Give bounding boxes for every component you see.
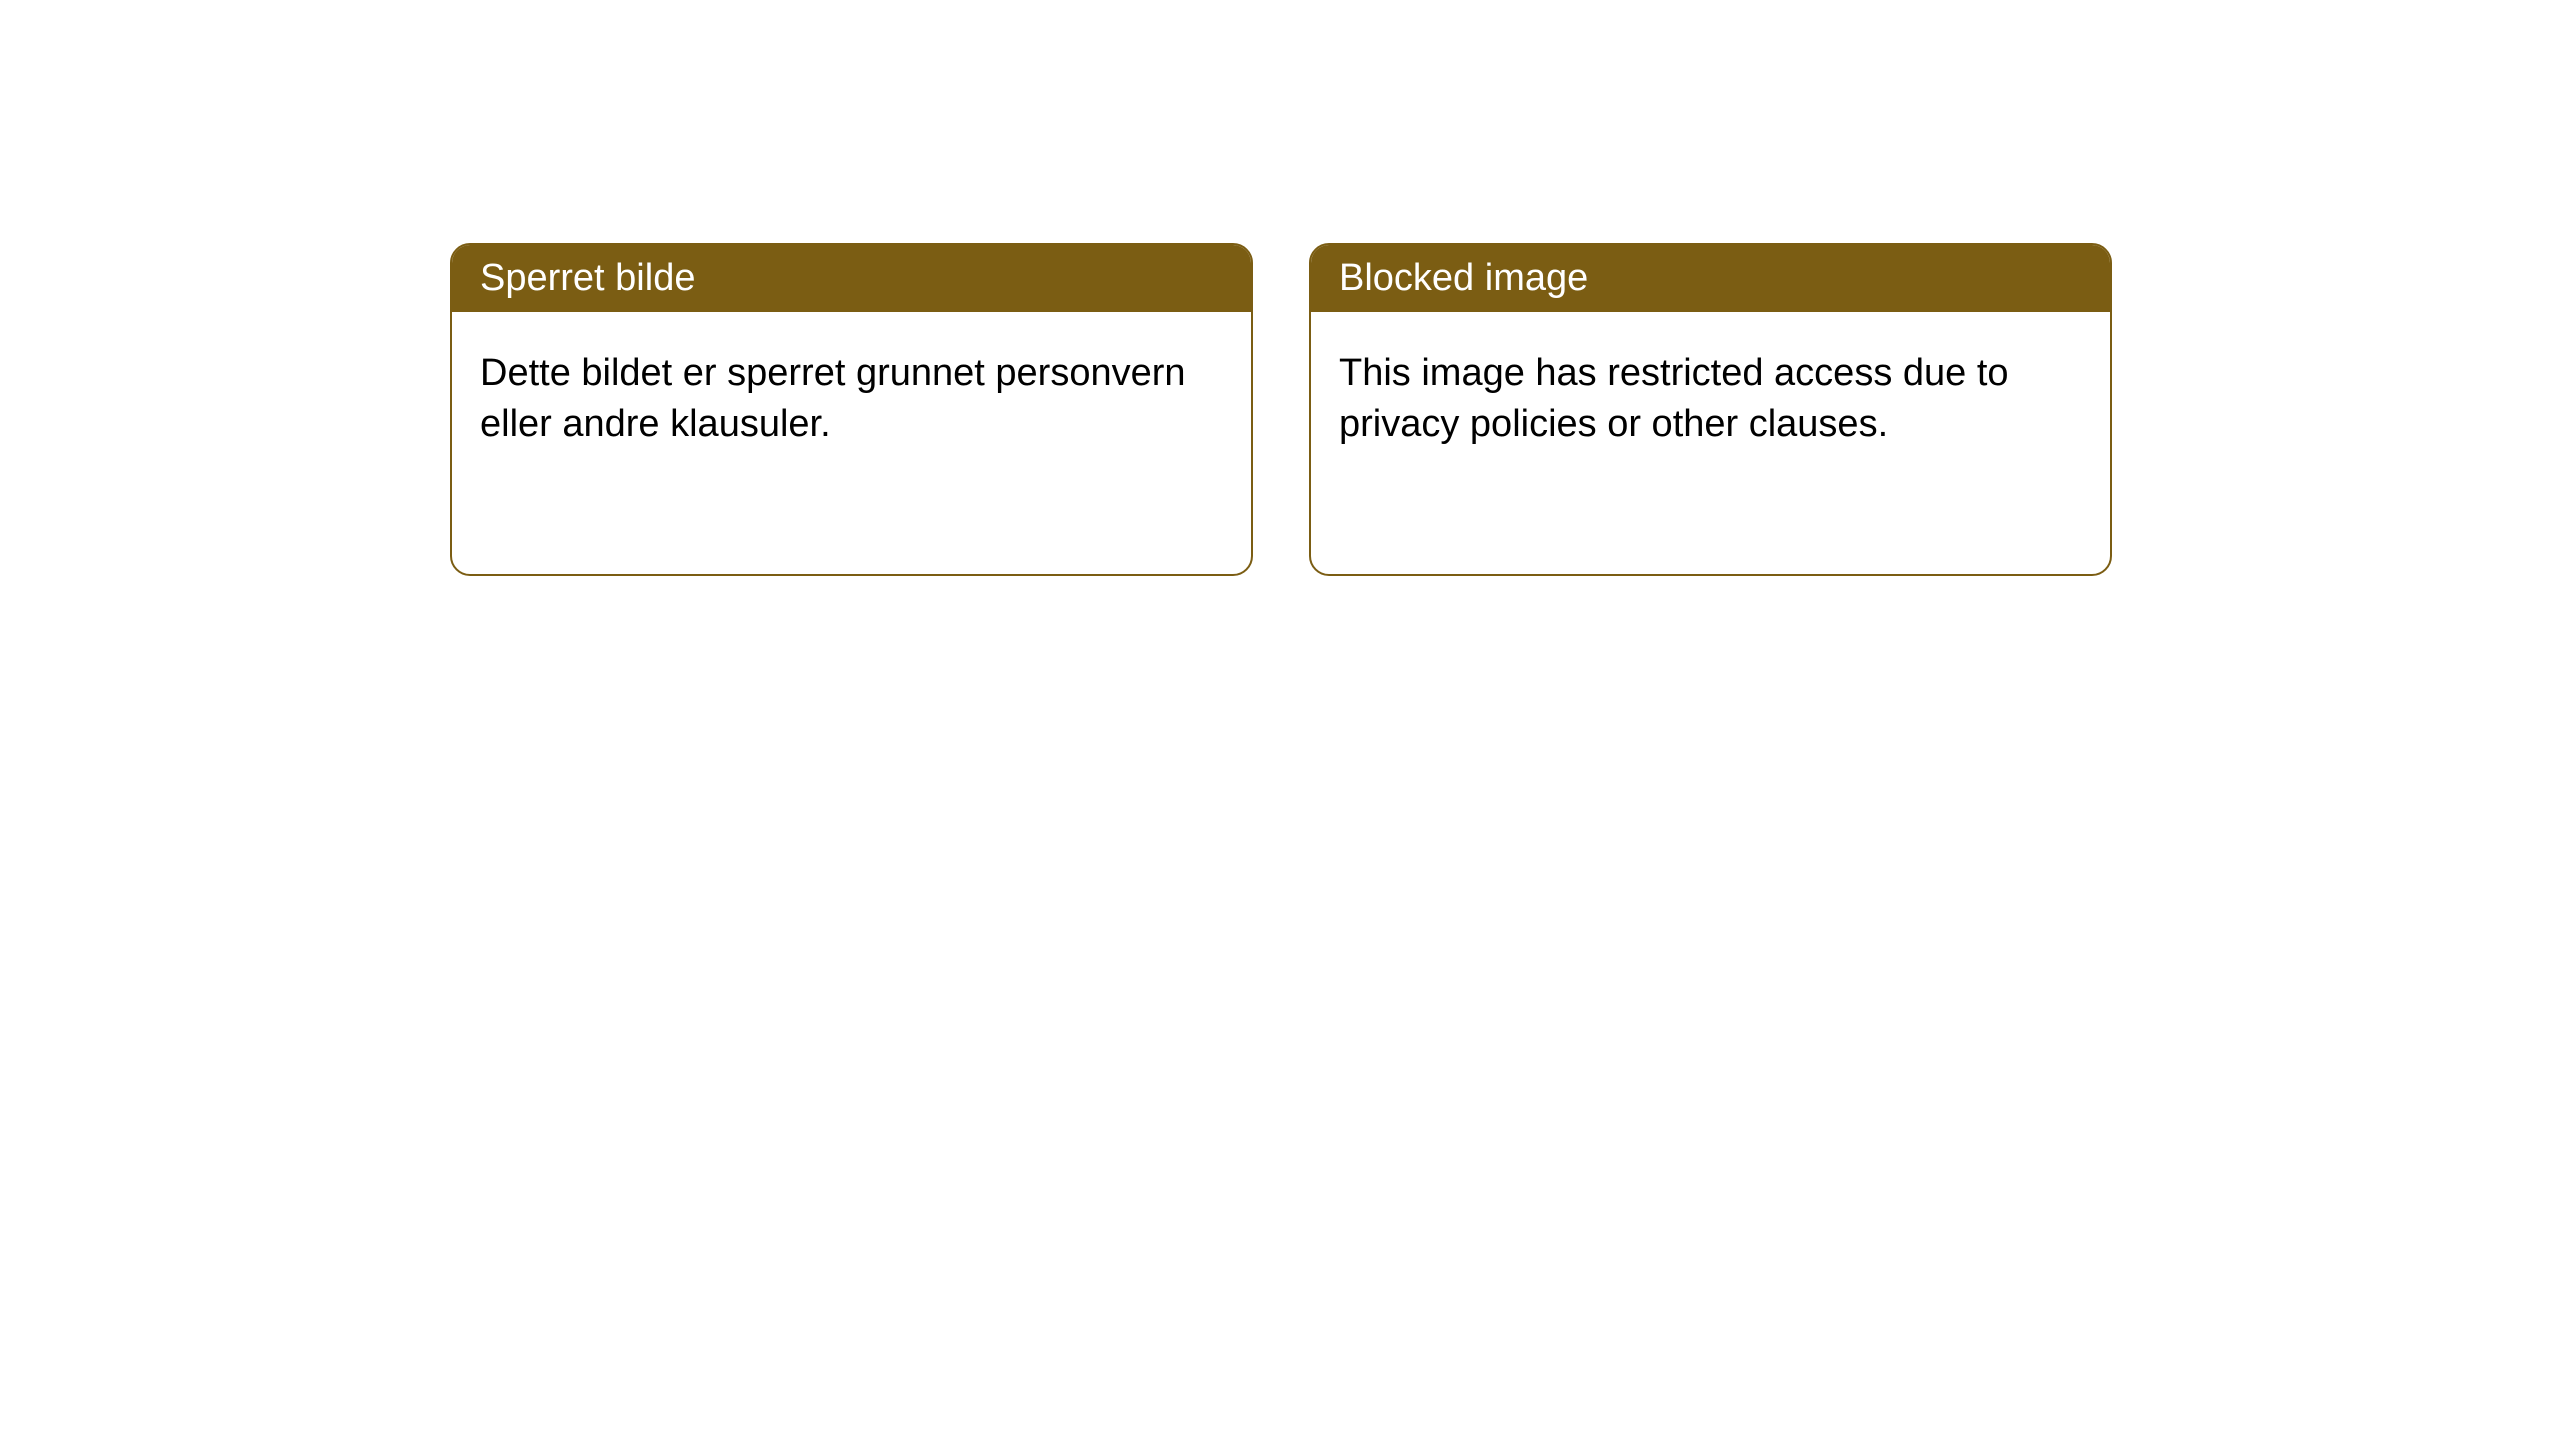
card-header: Sperret bilde [452,245,1251,312]
card-message: Dette bildet er sperret grunnet personve… [480,352,1186,445]
notice-container: Sperret bilde Dette bildet er sperret gr… [0,0,2560,576]
card-title: Blocked image [1339,257,1588,299]
card-message: This image has restricted access due to … [1339,352,2009,445]
card-body: Dette bildet er sperret grunnet personve… [452,312,1251,487]
card-body: This image has restricted access due to … [1311,312,2110,487]
card-header: Blocked image [1311,245,2110,312]
card-title: Sperret bilde [480,257,695,299]
blocked-image-card-no: Sperret bilde Dette bildet er sperret gr… [450,243,1253,576]
blocked-image-card-en: Blocked image This image has restricted … [1309,243,2112,576]
